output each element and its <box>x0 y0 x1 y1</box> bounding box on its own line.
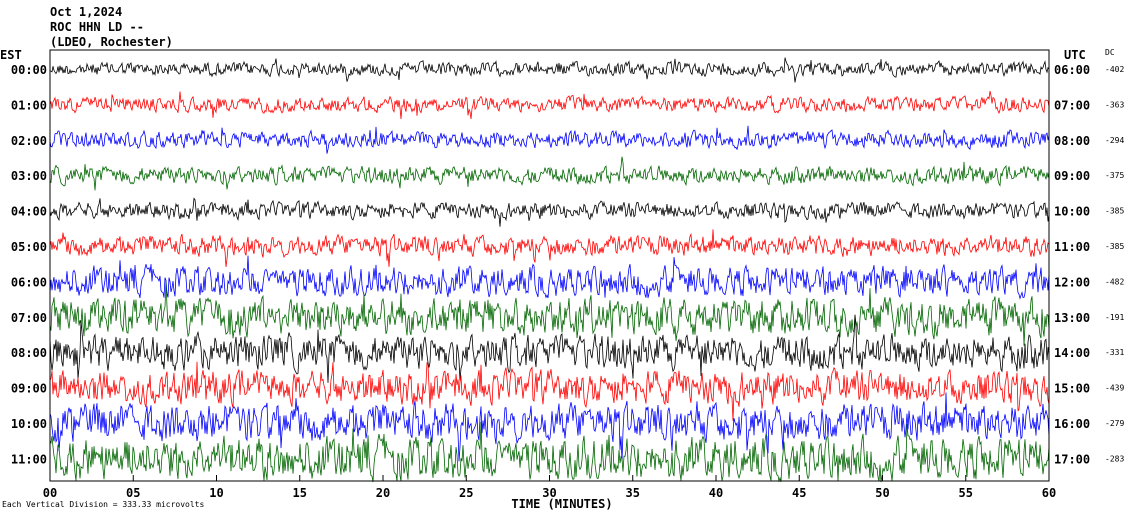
x-tick-label: 20 <box>376 486 390 500</box>
est-label: 03:00 <box>11 169 47 183</box>
utc-label: 16:00 <box>1054 417 1090 431</box>
left-axis-title: EST <box>0 48 22 62</box>
utc-label: 17:00 <box>1054 452 1090 466</box>
trace-row-3 <box>49 156 1050 191</box>
dc-offset-label: -385 <box>1105 242 1124 251</box>
est-label: 11:00 <box>11 452 47 466</box>
x-tick-label: 45 <box>792 486 806 500</box>
dc-offset-label: -283 <box>1105 454 1124 463</box>
est-label: 07:00 <box>11 311 47 325</box>
trace-group <box>49 57 1050 483</box>
dc-offset-label: -191 <box>1105 313 1124 322</box>
est-label: 09:00 <box>11 382 47 396</box>
utc-label: 10:00 <box>1054 205 1090 219</box>
x-tick-label: 25 <box>459 486 473 500</box>
utc-label: 12:00 <box>1054 275 1090 289</box>
est-label: 00:00 <box>11 63 47 77</box>
footer-note: Each Vertical Division = 333.33 microvol… <box>2 500 205 509</box>
x-tick-label: 30 <box>542 486 556 500</box>
x-tick-group: 00 05 10 15 20 25 30 35 40 45 50 55 60 <box>43 475 1056 500</box>
offset-title: DC <box>1105 48 1115 57</box>
utc-label: 06:00 <box>1054 63 1090 77</box>
dc-offset-label: -294 <box>1105 136 1124 145</box>
trace-row-4 <box>49 197 1050 227</box>
trace-row-0 <box>49 57 1050 83</box>
row-label-group: 00:00 06:00 -402 01:00 07:00 -363 02:00 08:00 -2… <box>11 63 1125 466</box>
est-label: 08:00 <box>11 346 47 360</box>
utc-label: 11:00 <box>1054 240 1090 254</box>
est-label: 10:00 <box>11 417 47 431</box>
dc-offset-label: -402 <box>1105 65 1124 74</box>
dc-offset-label: -375 <box>1105 171 1124 180</box>
header-network: (LDEO, Rochester) <box>50 35 173 49</box>
trace-row-6 <box>49 255 1050 300</box>
est-label: 06:00 <box>11 275 47 289</box>
est-label: 01:00 <box>11 98 47 112</box>
x-tick-label: 10 <box>209 486 223 500</box>
utc-label: 08:00 <box>1054 134 1090 148</box>
utc-label: 09:00 <box>1054 169 1090 183</box>
trace-row-7 <box>49 281 1050 346</box>
utc-label: 14:00 <box>1054 346 1090 360</box>
x-tick-label: 00 <box>43 486 57 500</box>
trace-row-11 <box>49 421 1050 483</box>
x-tick-label: 05 <box>126 486 140 500</box>
x-tick-label: 60 <box>1042 486 1056 500</box>
x-axis-label: TIME (MINUTES) <box>511 497 612 511</box>
dc-offset-label: -439 <box>1105 384 1124 393</box>
trace-row-5 <box>49 229 1050 267</box>
x-tick-label: 35 <box>626 486 640 500</box>
utc-label: 13:00 <box>1054 311 1090 325</box>
dc-offset-label: -363 <box>1105 100 1124 109</box>
trace-row-10 <box>49 392 1050 462</box>
trace-row-1 <box>49 91 1050 120</box>
utc-label: 15:00 <box>1054 382 1090 396</box>
utc-label: 07:00 <box>1054 98 1090 112</box>
est-label: 05:00 <box>11 240 47 254</box>
x-tick-label: 50 <box>875 486 889 500</box>
trace-row-2 <box>49 125 1050 154</box>
dc-offset-label: -331 <box>1105 348 1124 357</box>
est-label: 02:00 <box>11 134 47 148</box>
x-tick-label: 15 <box>293 486 307 500</box>
dc-offset-label: -482 <box>1105 277 1124 286</box>
est-label: 04:00 <box>11 205 47 219</box>
trace-row-8 <box>49 314 1050 383</box>
header-date: Oct 1,2024 <box>50 5 123 19</box>
right-axis-title: UTC <box>1064 48 1086 62</box>
trace-row-9 <box>49 361 1050 421</box>
dc-offset-label: -385 <box>1105 207 1124 216</box>
header-station: ROC HHN LD -- <box>50 20 144 34</box>
x-tick-label: 55 <box>959 486 973 500</box>
dc-offset-label: -279 <box>1105 419 1124 428</box>
x-tick-label: 40 <box>709 486 723 500</box>
